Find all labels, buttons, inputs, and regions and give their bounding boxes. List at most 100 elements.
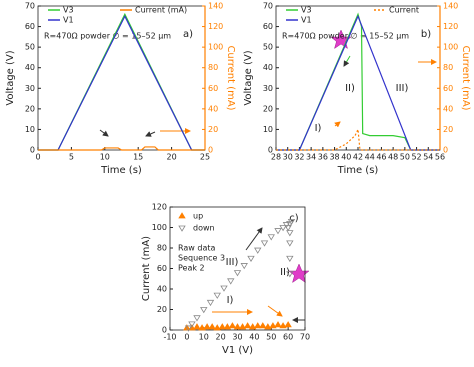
point: [223, 323, 232, 330]
x-tick-label: 42: [353, 153, 363, 162]
point: [238, 323, 247, 330]
y-tick-label: 70: [25, 2, 35, 11]
point: [248, 323, 257, 330]
note: Sequence 3: [178, 254, 225, 263]
y-axis-label: Current (mA): [141, 236, 152, 301]
y2-tick-label: 40: [208, 104, 218, 113]
point: [264, 323, 272, 330]
x-tick-label: 5: [69, 153, 74, 162]
x-tick-label: 10: [199, 333, 209, 342]
point: [213, 292, 221, 299]
y2-tick-label: 80: [443, 63, 453, 72]
x-tick-label: 50: [400, 153, 410, 162]
series-line: [38, 146, 205, 151]
y-tick-label: 60: [25, 22, 35, 31]
y-tick-label: 20: [25, 104, 35, 113]
point: [206, 299, 215, 307]
y-tick-label: 0: [162, 326, 167, 335]
y-axis-label: Voltage (V): [243, 50, 254, 105]
y-tick-label: 50: [263, 43, 273, 52]
legend-label: Current (mA): [135, 6, 187, 15]
point: [284, 321, 292, 328]
y-axis-label: Voltage (V): [5, 50, 16, 105]
x-tick-label: 54: [423, 153, 433, 162]
y2-tick-label: 140: [443, 2, 458, 11]
panel-label: a): [183, 29, 193, 40]
series-line: [276, 127, 440, 151]
point: [282, 222, 291, 229]
point: [286, 240, 294, 247]
point: [286, 271, 294, 278]
x-axis-label: Time (s): [337, 165, 379, 176]
plot-frame: [37, 5, 206, 151]
annotation: R=470Ω powder ∅ = 15–52 µm: [282, 32, 409, 41]
y2-tick-label: 60: [208, 84, 218, 93]
point: [279, 225, 287, 232]
point: [203, 323, 211, 330]
point: [213, 324, 221, 331]
y2-tick-label: 0: [443, 146, 448, 155]
legend-label: up: [193, 212, 203, 221]
y-tick-label: 80: [157, 244, 167, 253]
y2-tick-label: 20: [443, 125, 453, 134]
y-tick-label: 0: [30, 146, 35, 155]
y2-tick-label: 20: [208, 125, 218, 134]
phase-label: II): [345, 83, 355, 94]
x-tick-label: 60: [283, 333, 293, 342]
point: [240, 263, 248, 270]
x-tick-label: 32: [294, 153, 304, 162]
point: [208, 323, 216, 330]
x-tick-label: 30: [283, 153, 293, 162]
y2-axis-label: Current (mA): [460, 45, 471, 110]
y2-tick-label: 120: [208, 22, 223, 31]
phase-label: III): [396, 83, 409, 94]
phase-label: II): [280, 267, 290, 278]
y-tick-label: 20: [263, 104, 273, 113]
point: [274, 228, 282, 235]
y-tick-label: 30: [263, 84, 273, 93]
y2-tick-label: 0: [208, 146, 213, 155]
x-tick-label: 20: [216, 333, 226, 342]
note: Raw data: [178, 244, 215, 253]
x-tick-label: 52: [411, 153, 421, 162]
x-tick-label: 20: [167, 153, 177, 162]
y-tick-label: 60: [157, 264, 167, 273]
point: [259, 322, 267, 329]
legend-label: Current: [389, 6, 419, 15]
x-tick-label: 28: [271, 153, 281, 162]
point: [260, 240, 269, 247]
y2-tick-label: 40: [443, 104, 453, 113]
note: Peak 2: [178, 264, 205, 273]
x-tick-label: 25: [200, 153, 210, 162]
y2-tick-label: 80: [208, 63, 218, 72]
legend-marker: [178, 212, 186, 219]
y-tick-label: 30: [25, 84, 35, 93]
point: [188, 321, 196, 328]
legend-label: V3: [63, 6, 74, 15]
point: [227, 278, 235, 285]
point: [286, 255, 294, 263]
point: [220, 285, 228, 292]
y-tick-label: 10: [25, 125, 35, 134]
y-tick-label: 50: [25, 43, 35, 52]
point: [279, 322, 287, 329]
point: [198, 324, 206, 331]
series-line: [276, 14, 440, 151]
point: [274, 321, 282, 328]
point: [193, 315, 201, 322]
y2-tick-label: 140: [208, 2, 223, 11]
panel: 0 5 10 15 20 25010203040506070020406080100120…: [5, 2, 236, 177]
x-tick-label: 10: [100, 153, 110, 162]
y2-axis-label: Current (mA): [225, 45, 236, 110]
y-tick-label: 40: [25, 63, 35, 72]
point: [243, 322, 252, 329]
panel-label: c): [289, 213, 298, 224]
plot-frame: [275, 5, 441, 151]
phase-label: I): [315, 123, 322, 134]
panel-label: b): [421, 29, 431, 40]
y-tick-label: 20: [157, 305, 167, 314]
annotation: R=470Ω powder ∅ = 15–52 µm: [44, 32, 171, 41]
x-tick-label: 34: [306, 153, 316, 162]
point: [269, 322, 277, 329]
